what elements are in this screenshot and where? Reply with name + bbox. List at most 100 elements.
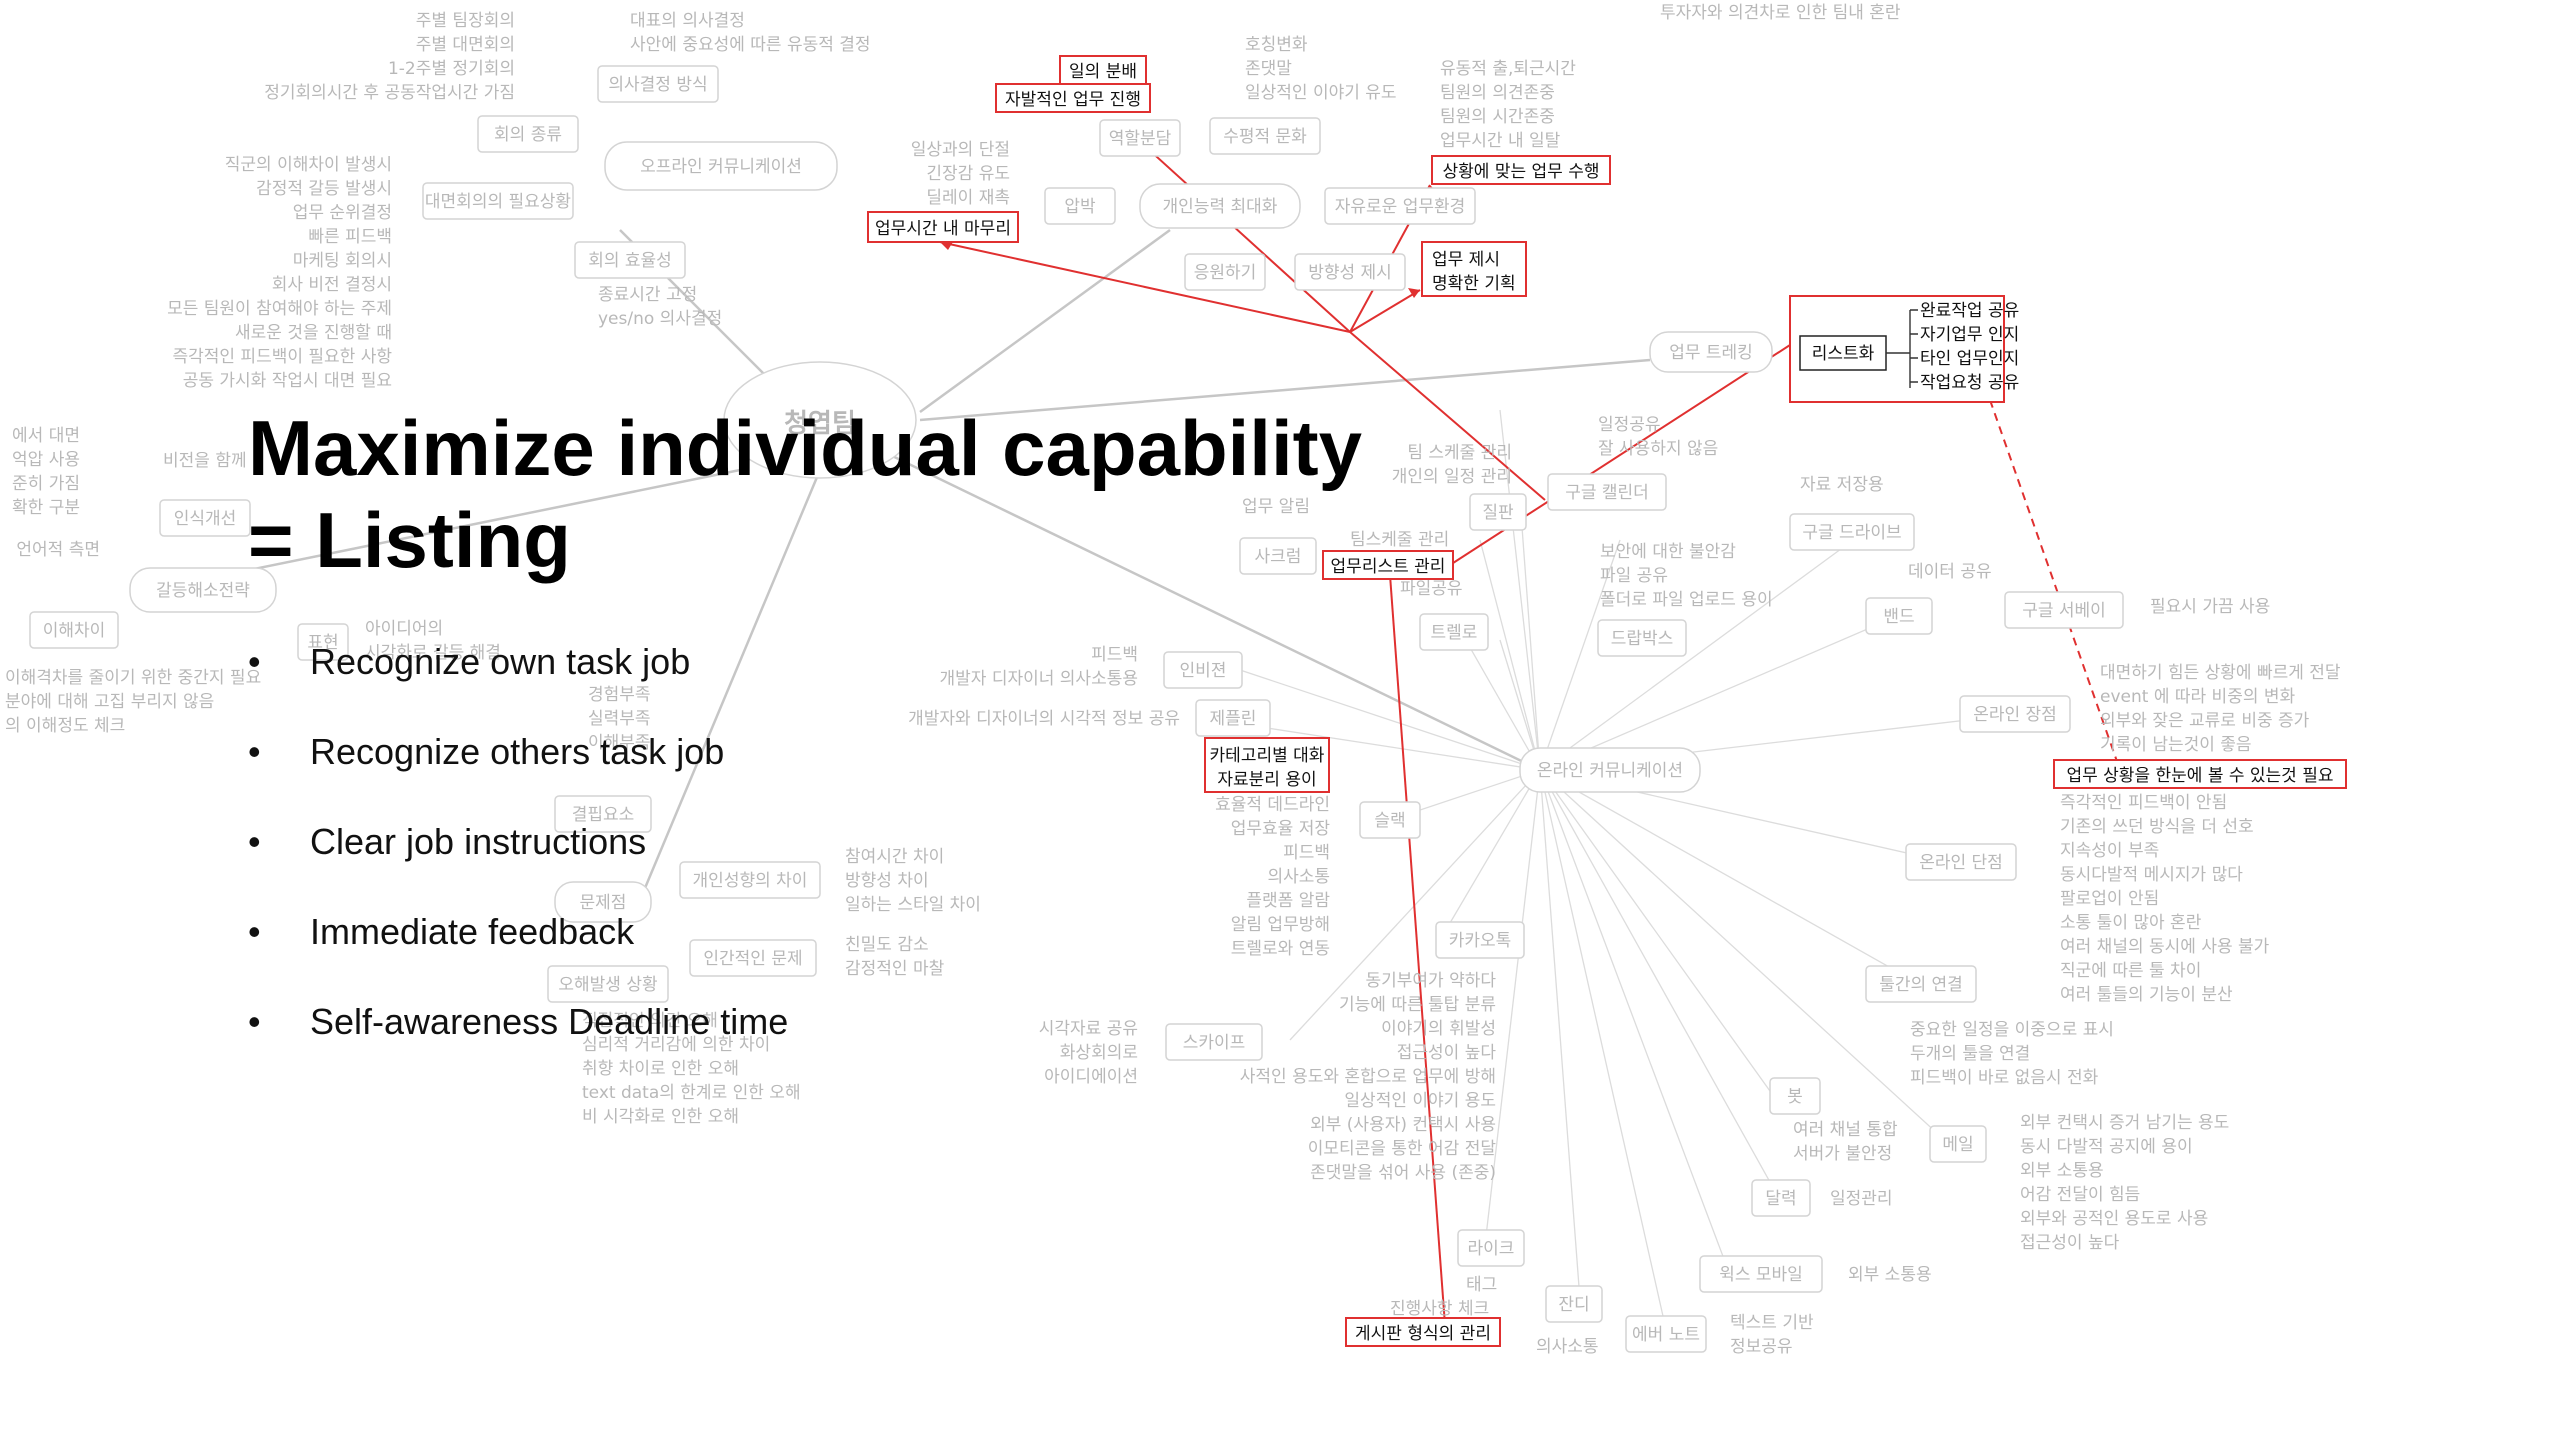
svg-text:파일공유: 파일공유 <box>1400 579 1463 599</box>
svg-text:새로운 것을 진행할 때: 새로운 것을 진행할 때 <box>235 323 392 343</box>
bullet-text: Clear job instructions <box>310 821 647 862</box>
branch-line <box>919 228 1171 414</box>
svg-text:압박: 압박 <box>1064 197 1096 217</box>
svg-text:업무 알림: 업무 알림 <box>1242 497 1310 517</box>
svg-text:개발자와 디자이너의 시각적 정보 공유: 개발자와 디자이너의 시각적 정보 공유 <box>908 709 1180 729</box>
svg-text:이해격차를 줄이기 위한 중간지 필요: 이해격차를 줄이기 위한 중간지 필요 <box>5 668 261 688</box>
svg-text:참여시간 차이: 참여시간 차이 <box>845 847 944 867</box>
svg-text:동시다발적 메시지가 많다: 동시다발적 메시지가 많다 <box>2060 865 2243 885</box>
svg-text:실력부족: 실력부족 <box>588 709 651 729</box>
svg-text:시각화로 갈등 해결: 시각화로 갈등 해결 <box>365 643 501 663</box>
svg-text:준히 가짐: 준히 가짐 <box>12 474 80 494</box>
top-left-cluster: 주별 팀장회의 주별 대면회의 1-2주별 정기회의 정기회의시간 후 공동작업… <box>167 11 871 391</box>
svg-text:의사소통: 의사소통 <box>1536 1337 1599 1357</box>
svg-text:결핍요소: 결핍요소 <box>572 805 635 825</box>
svg-text:공동 가시화 작업시 대면 필요: 공동 가시화 작업시 대면 필요 <box>183 371 392 391</box>
svg-text:플랫폼 알람: 플랫폼 알람 <box>1246 891 1330 911</box>
svg-text:감정적인 마찰: 감정적인 마찰 <box>845 959 945 979</box>
svg-text:일정관리: 일정관리 <box>1830 1189 1893 1209</box>
svg-text:외부 소통용: 외부 소통용 <box>1848 1265 1932 1285</box>
svg-text:주별 대면회의: 주별 대면회의 <box>416 35 515 55</box>
svg-text:온라인 장점: 온라인 장점 <box>1973 705 2057 725</box>
svg-text:일상적인 이야기 용도: 일상적인 이야기 용도 <box>1344 1091 1496 1111</box>
svg-text:즉각적인 피드백이 필요한 사항: 즉각적인 피드백이 필요한 사항 <box>172 347 392 367</box>
svg-text:방향성 차이: 방향성 차이 <box>845 871 929 891</box>
svg-text:1-2주별 정기회의: 1-2주별 정기회의 <box>388 59 515 79</box>
svg-text:아이디어의: 아이디어의 <box>365 619 443 639</box>
svg-text:이야기의 휘발성: 이야기의 휘발성 <box>1381 1019 1496 1039</box>
svg-text:감정적 갈등 발생시: 감정적 갈등 발생시 <box>256 179 392 199</box>
svg-text:봇: 봇 <box>1787 1087 1803 1107</box>
svg-text:회의 종류: 회의 종류 <box>494 125 562 145</box>
svg-text:외부 (사용자) 컨택시 사용: 외부 (사용자) 컨택시 사용 <box>1310 1115 1496 1135</box>
svg-text:이모티콘을 통한 어감 전달: 이모티콘을 통한 어감 전달 <box>1308 1139 1497 1159</box>
svg-text:인비젼: 인비젼 <box>1180 661 1227 681</box>
online-cluster: 온라인 커뮤니케이션 일정공유 잘 사용하지 않음 구글 캘린더 팀 스케줄 관… <box>908 3 2341 1357</box>
svg-text:종료시간 고정: 종료시간 고정 <box>598 285 697 305</box>
branch-line <box>638 469 822 901</box>
svg-text:어감 전달이 힘듬: 어감 전달이 힘듬 <box>2020 1185 2140 1205</box>
svg-text:인간적인 문제: 인간적인 문제 <box>703 949 802 969</box>
svg-text:사크럼: 사크럼 <box>1255 547 1302 567</box>
svg-text:즉각적인 피드백이 안됨: 즉각적인 피드백이 안됨 <box>2060 793 2227 813</box>
svg-text:이해차이: 이해차이 <box>43 621 106 641</box>
svg-text:갈등해소전략: 갈등해소전략 <box>156 581 250 601</box>
svg-text:대면회의의 필요상황: 대면회의의 필요상황 <box>425 192 571 212</box>
title-line-2: = Listing <box>248 496 571 584</box>
svg-text:심리적 거리감에 의한 차이: 심리적 거리감에 의한 차이 <box>582 1035 770 1055</box>
svg-text:역할분담: 역할분담 <box>1109 129 1172 149</box>
svg-text:일상과의 단절: 일상과의 단절 <box>911 140 1010 160</box>
bullet-icon: • <box>248 1001 261 1042</box>
svg-text:직군의 이해차이 발생시: 직군의 이해차이 발생시 <box>225 155 392 175</box>
svg-text:라이크: 라이크 <box>1468 1239 1515 1259</box>
svg-text:빠른 피드백: 빠른 피드백 <box>308 227 392 247</box>
svg-text:취향 차이로 인한 오해: 취향 차이로 인한 오해 <box>582 1059 739 1079</box>
svg-text:사적인 용도와 혼합으로 업무에 방해: 사적인 용도와 혼합으로 업무에 방해 <box>1240 1067 1496 1087</box>
svg-text:의사결정 방식: 의사결정 방식 <box>608 75 707 95</box>
svg-text:팀원의 시간존중: 팀원의 시간존중 <box>1440 107 1555 127</box>
svg-text:구글 캘린더: 구글 캘린더 <box>1565 483 1649 503</box>
svg-text:방향성 제시: 방향성 제시 <box>1308 263 1392 283</box>
svg-text:기존의 쓰던 방식을 더 선호: 기존의 쓰던 방식을 더 선호 <box>2060 817 2254 837</box>
svg-text:회사 비전 결정시: 회사 비전 결정시 <box>272 275 392 295</box>
svg-text:자료 저장용: 자료 저장용 <box>1800 475 1884 495</box>
svg-text:유동적 출,퇴근시간: 유동적 출,퇴근시간 <box>1440 59 1576 79</box>
bullet-text: Recognize own task job <box>310 641 691 682</box>
svg-text:억압 사용: 억압 사용 <box>12 450 80 470</box>
bullet-text: Self-awareness Deadline time <box>310 1001 789 1042</box>
svg-text:밴드: 밴드 <box>1883 607 1914 627</box>
svg-text:확한 구분: 확한 구분 <box>12 498 80 518</box>
slide-title: Maximize individual capability = Listing <box>248 402 1362 586</box>
svg-text:모든 팀원이 참여해야 하는 주제: 모든 팀원이 참여해야 하는 주제 <box>167 299 392 319</box>
svg-text:외부와 공적인 용도로 사용: 외부와 공적인 용도로 사용 <box>2020 1209 2208 1229</box>
svg-text:일상적인 이야기 유도: 일상적인 이야기 유도 <box>1245 83 1397 103</box>
svg-text:작업요청 공유: 작업요청 공유 <box>1920 373 2019 393</box>
svg-text:완료작업 공유: 완료작업 공유 <box>1920 301 2019 321</box>
svg-text:오프라인 커뮤니케이션: 오프라인 커뮤니케이션 <box>640 157 802 177</box>
svg-text:명확한 기획: 명확한 기획 <box>1432 274 1516 294</box>
svg-text:사안에 중요성에 따른 유동적 결정: 사안에 중요성에 따른 유동적 결정 <box>630 35 871 55</box>
svg-text:아이디에이션: 아이디에이션 <box>1044 1067 1138 1087</box>
svg-text:자발적인 업무 진행: 자발적인 업무 진행 <box>1005 90 1141 110</box>
svg-text:시각자료 공유: 시각자료 공유 <box>1039 1019 1138 1039</box>
svg-text:의사소통: 의사소통 <box>1267 867 1330 887</box>
svg-text:구글 드라이브: 구글 드라이브 <box>1802 523 1901 543</box>
svg-text:업무시간 내 일탈: 업무시간 내 일탈 <box>1440 131 1561 151</box>
svg-text:카카오톡: 카카오톡 <box>1449 931 1512 951</box>
svg-text:윅스 모바일: 윅스 모바일 <box>1719 1265 1803 1285</box>
svg-text:대면하기 힘든 상황에 빠르게 전달: 대면하기 힘든 상황에 빠르게 전달 <box>2100 663 2341 683</box>
svg-text:에버 노트: 에버 노트 <box>1632 1325 1700 1345</box>
svg-text:존댓말: 존댓말 <box>1245 59 1292 79</box>
svg-text:업무효율 저장: 업무효율 저장 <box>1231 819 1331 839</box>
svg-text:필요시 가끔 사용: 필요시 가끔 사용 <box>2150 597 2270 617</box>
highlighted-nodes: 일의 분배 자발적인 업무 진행 업무시간 내 마무리 상황에 맞는 업무 수행… <box>867 55 2347 1347</box>
svg-text:외부 소통용: 외부 소통용 <box>2020 1161 2104 1181</box>
svg-text:정보공유: 정보공유 <box>1730 1337 1793 1357</box>
bullet-icon: • <box>248 821 261 862</box>
svg-text:업무 순위결정: 업무 순위결정 <box>293 203 392 223</box>
svg-text:외부와 잦은 교류로 비중 증가: 외부와 잦은 교류로 비중 증가 <box>2100 711 2310 731</box>
svg-text:비 시각화로 인한 오해: 비 시각화로 인한 오해 <box>582 1107 739 1127</box>
svg-text:일하는 스타일 차이: 일하는 스타일 차이 <box>845 895 981 915</box>
svg-text:event 에 따라 비중의 변화: event 에 따라 비중의 변화 <box>2100 687 2296 707</box>
